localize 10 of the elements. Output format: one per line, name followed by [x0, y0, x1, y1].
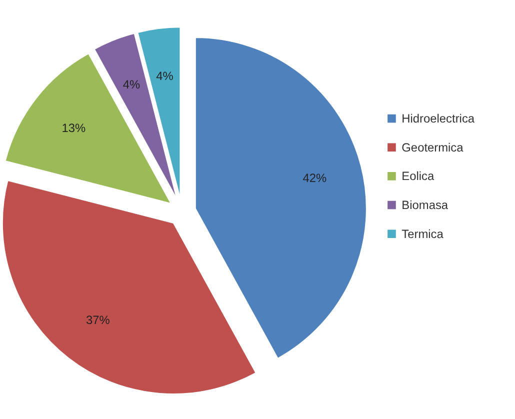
legend-label: Termica — [402, 226, 444, 241]
legend-label: Eolica — [402, 169, 434, 184]
legend-label: Biomasa — [402, 198, 448, 212]
legend-label: Geotermica — [402, 140, 464, 154]
data-label: 4% — [122, 78, 141, 92]
data-label: 13% — [62, 120, 86, 135]
data-label: 4% — [156, 69, 174, 83]
legend-label: Hidroelectrica — [402, 112, 475, 126]
data-label: 42% — [302, 170, 327, 185]
data-label: 37% — [86, 313, 110, 328]
